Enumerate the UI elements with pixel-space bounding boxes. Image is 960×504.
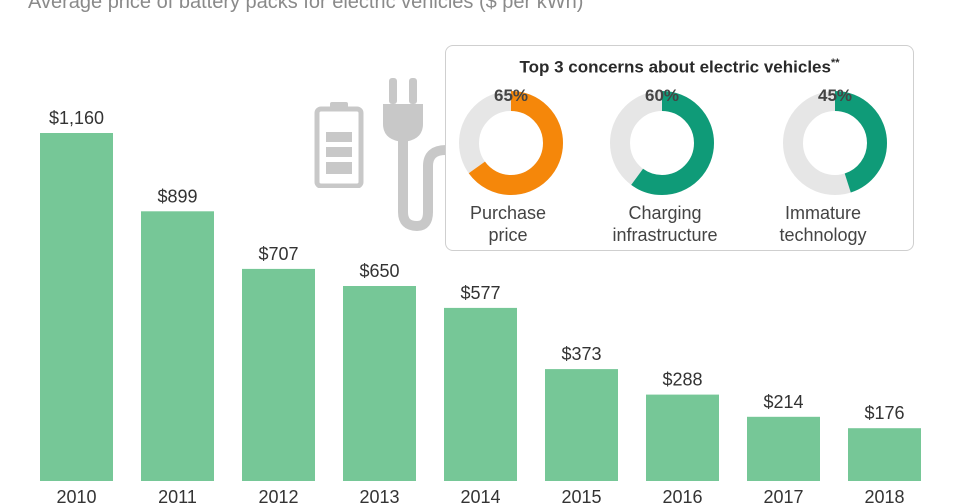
x-tick-label-2014: 2014 [460,487,500,504]
bar-2014 [444,307,517,481]
donut-label-charging-infrastructure: Charging infrastructure [612,203,718,245]
value-labels-group: $1,160 $899 $707 $650 $577 $373 $288 $214 $176 [49,108,905,423]
chart-subtitle: Average price of battery packs for elect… [28,0,584,13]
donut-purchase-price [459,91,563,195]
concerns-title: Top 3 concerns about electric vehicles** [519,57,840,77]
x-tick-label-2012: 2012 [258,487,298,504]
bar-2013 [343,286,416,481]
value-label-2011: $899 [157,186,197,206]
x-tick-label-2013: 2013 [359,487,399,504]
value-label-2010: $1,160 [49,108,104,128]
bar-2011 [141,211,214,482]
x-tick-label-2015: 2015 [561,487,601,504]
donut-arc-charging-infrastructure [610,91,714,195]
donut-value-charging-infrastructure: 60% [644,86,680,105]
x-tick-label-2018: 2018 [864,487,904,504]
x-tick-label-2010: 2010 [56,487,96,504]
value-label-2013: $650 [359,261,399,281]
donut-arc-purchase-price [459,91,563,195]
value-label-2018: $176 [864,403,904,423]
donut-immature-technology [783,91,887,195]
value-label-2012: $707 [258,244,298,264]
concerns-title-footnote-mark: ** [830,57,840,69]
donut-value-purchase-price: 65% [493,86,529,105]
bars-group [40,133,921,482]
x-tick-label-2016: 2016 [662,487,702,504]
bar-2012 [242,268,315,481]
concerns-panel: Top 3 concerns about electric vehicles**… [445,45,914,251]
plug-icon [383,78,451,232]
donut-charging-infrastructure [610,91,714,195]
value-label-2017: $214 [763,392,803,412]
value-label-2015: $373 [561,344,601,364]
value-label-2016: $288 [662,370,702,390]
bar-2017 [747,416,820,481]
x-tick-label-2011: 2011 [158,487,197,504]
donut-arc-immature-technology [783,91,887,195]
x-tick-label-2017: 2017 [763,487,803,504]
bar-2010 [40,133,113,481]
donut-label-purchase-price: Purchase price [469,203,547,245]
bar-2018 [848,428,921,481]
battery-icon [314,102,364,188]
value-label-2014: $577 [460,283,500,303]
bar-2016 [646,394,719,481]
bar-2015 [545,369,618,481]
donut-value-immature-technology: 45% [817,86,853,105]
donut-label-immature-technology: Immature technology [779,203,867,245]
year-labels-group: 2010 2011 2012 2013 2014 2015 2016 2017 2018 [56,487,904,504]
